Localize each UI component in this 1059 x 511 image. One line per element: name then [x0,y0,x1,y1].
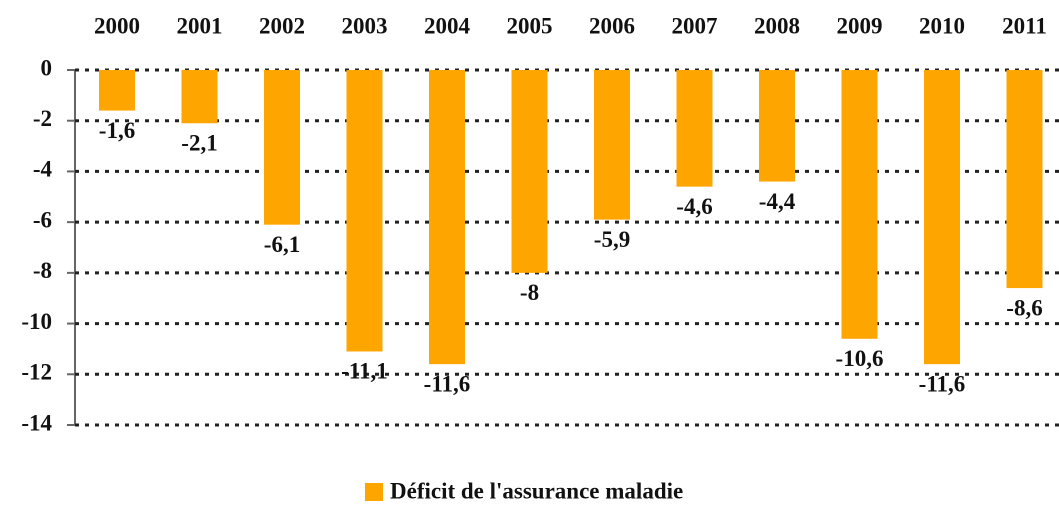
y-tick-label: -6 [33,207,52,232]
y-tick-label: -4 [33,157,53,182]
x-tick-label: 2000 [94,13,140,38]
data-label: -8 [520,280,539,305]
x-tick-label: 2005 [507,13,553,38]
data-label: -5,9 [594,227,630,252]
bar [594,70,630,220]
y-tick-label: -8 [33,258,52,283]
x-tick-label: 2010 [919,13,965,38]
x-tick-label: 2007 [672,13,718,38]
bar [181,70,218,124]
bar [346,70,383,352]
data-label: -4,4 [759,189,796,214]
data-label: -11,6 [919,371,966,396]
x-tick-label: 2003 [342,13,388,38]
bar [511,70,548,273]
y-tick-label: -12 [21,360,52,385]
x-tick-label: 2009 [837,13,883,38]
bar [841,70,878,339]
y-tick-label: -10 [21,309,52,334]
x-tick-label: 2006 [589,13,635,38]
x-tick-label: 2001 [177,13,223,38]
data-label: -4,6 [676,194,712,219]
x-tick-label: 2008 [754,13,800,38]
data-label: -2,1 [181,131,217,156]
data-label: -6,1 [264,232,300,257]
bar [99,70,135,111]
bar [1006,70,1043,289]
data-label: -11,1 [341,359,388,384]
x-tick-label: 2002 [259,13,305,38]
legend-swatch [365,483,383,501]
bar [924,70,960,365]
data-label: -1,6 [99,118,135,143]
x-tick-label: 2004 [424,13,471,38]
data-label: -8,6 [1006,295,1042,320]
bar [759,70,795,182]
data-label: -11,6 [424,371,471,396]
bar [264,70,300,225]
bar [676,70,713,187]
legend-label: Déficit de l'assurance maladie [390,478,683,503]
y-tick-label: 0 [41,55,53,80]
y-tick-label: -2 [33,106,52,131]
y-tick-label: -14 [21,410,52,435]
bar [429,70,465,365]
data-label: -10,6 [836,346,884,371]
x-tick-label: 2011 [1002,13,1047,38]
